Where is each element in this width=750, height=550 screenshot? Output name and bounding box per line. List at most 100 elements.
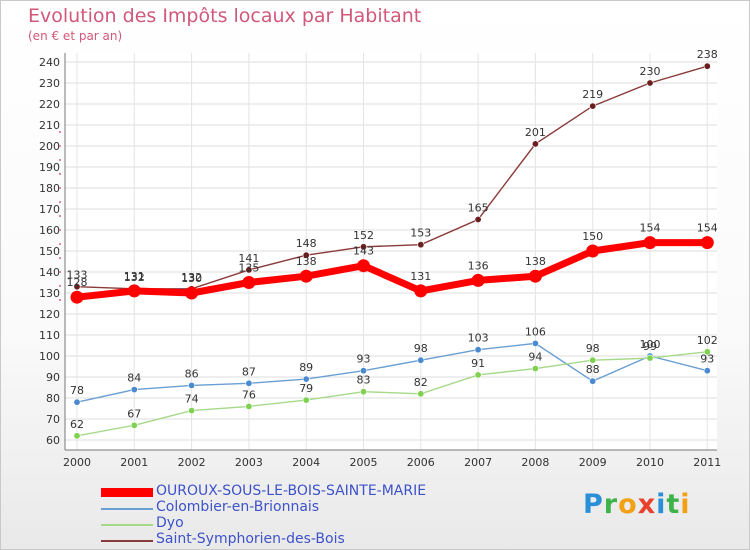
y-tick-label: 220: [39, 98, 60, 111]
data-label: 131: [410, 270, 431, 283]
data-point: [245, 266, 253, 274]
chart-title: Evolution des Impôts locaux par Habitant: [28, 5, 422, 27]
logo-letter: x: [637, 489, 657, 520]
data-point: [302, 251, 310, 259]
axis-mark: [59, 131, 61, 133]
data-point: [73, 283, 81, 291]
data-label: 238: [697, 48, 718, 61]
logo-letter: r: [603, 489, 619, 520]
data-point: [302, 396, 310, 404]
data-point: [242, 276, 256, 289]
data-label: 130: [181, 272, 202, 285]
axis-mark: [59, 173, 61, 175]
data-point: [245, 402, 253, 410]
data-point: [589, 356, 597, 364]
y-tick-label: 60: [46, 434, 60, 447]
data-label: 106: [525, 325, 546, 338]
data-label: 100: [640, 338, 661, 351]
axis-mark: [59, 215, 61, 217]
data-point: [417, 356, 425, 364]
data-label: 79: [299, 382, 313, 395]
y-tick-label: 110: [39, 329, 60, 342]
axis-mark: [59, 285, 61, 287]
data-label: 154: [697, 222, 718, 235]
y-tick-label: 230: [39, 77, 60, 90]
x-tick-label: 2006: [407, 456, 435, 469]
series-line-colombier-en-brionnais: [76, 342, 708, 403]
data-label: 150: [582, 230, 603, 243]
data-point: [417, 241, 425, 249]
series-line-saint-symphorien-des-bois: [76, 65, 708, 290]
data-label: 86: [185, 367, 199, 380]
data-label: 93: [357, 353, 371, 366]
data-label: 83: [357, 374, 371, 387]
data-point: [70, 290, 84, 304]
data-label: 141: [238, 252, 259, 265]
data-label: 93: [700, 353, 714, 366]
data-point: [185, 286, 199, 300]
logo-letter: P: [583, 489, 604, 520]
data-label: 128: [67, 276, 88, 289]
data-point: [471, 273, 485, 287]
legend-swatch: [101, 524, 153, 526]
y-tick-label: 120: [39, 308, 60, 321]
data-label: 102: [697, 334, 718, 347]
data-point: [528, 269, 542, 283]
data-point: [586, 244, 600, 258]
y-tick-label: 160: [39, 224, 60, 237]
data-point: [646, 354, 654, 362]
x-tick-label: 2005: [350, 456, 378, 469]
legend-label: Colombier-en-Brionnais: [156, 499, 320, 515]
legend-label: Dyo: [156, 515, 184, 531]
data-label: 78: [70, 384, 84, 397]
data-point: [127, 284, 141, 298]
data-point: [359, 367, 367, 375]
data-label: 87: [242, 365, 256, 378]
legend-swatch: [101, 540, 153, 542]
data-label: 94: [528, 351, 542, 364]
data-point: [703, 62, 711, 70]
data-point: [703, 367, 711, 375]
data-point: [359, 243, 367, 251]
x-tick-label: 2000: [63, 456, 91, 469]
data-label: 153: [410, 227, 431, 240]
data-label: 138: [525, 255, 546, 268]
y-tick-label: 200: [39, 140, 60, 153]
data-label: 76: [242, 388, 256, 401]
y-tick-label: 180: [39, 182, 60, 195]
y-tick-label: 190: [39, 161, 60, 174]
logo-letter: o: [618, 489, 638, 520]
data-label: 152: [353, 229, 374, 242]
data-point: [188, 407, 196, 415]
y-tick-label: 80: [46, 392, 60, 405]
data-label: 132: [181, 271, 202, 284]
axis-mark: [59, 145, 61, 147]
data-point: [700, 236, 714, 250]
data-point: [417, 390, 425, 398]
data-point: [474, 371, 482, 379]
y-tick-label: 210: [39, 119, 60, 132]
legend-label: OUROUX-SOUS-LE-BOIS-SAINTE-MARIE: [156, 483, 427, 499]
y-tick-label: 150: [39, 245, 60, 258]
logo-letter: i: [680, 489, 691, 520]
axis-mark: [59, 299, 61, 301]
x-tick-label: 2011: [693, 456, 721, 469]
data-label: 67: [127, 407, 141, 420]
y-tick-label: 100: [39, 350, 60, 363]
data-label: 74: [185, 393, 199, 406]
data-label: 98: [414, 342, 428, 355]
series-line-dyo: [76, 351, 708, 437]
axis-mark: [59, 257, 61, 259]
data-point: [357, 259, 370, 273]
data-point: [589, 377, 597, 385]
series-line-ouroux: [73, 239, 711, 301]
y-tick-label: 140: [39, 266, 60, 279]
data-label: 138: [296, 255, 317, 268]
data-point: [245, 379, 253, 387]
data-point: [359, 388, 367, 396]
data-label: 91: [471, 357, 485, 370]
data-label: 98: [586, 342, 600, 355]
y-tick-label: 130: [39, 287, 60, 300]
data-point: [73, 398, 81, 406]
data-point: [643, 236, 657, 250]
